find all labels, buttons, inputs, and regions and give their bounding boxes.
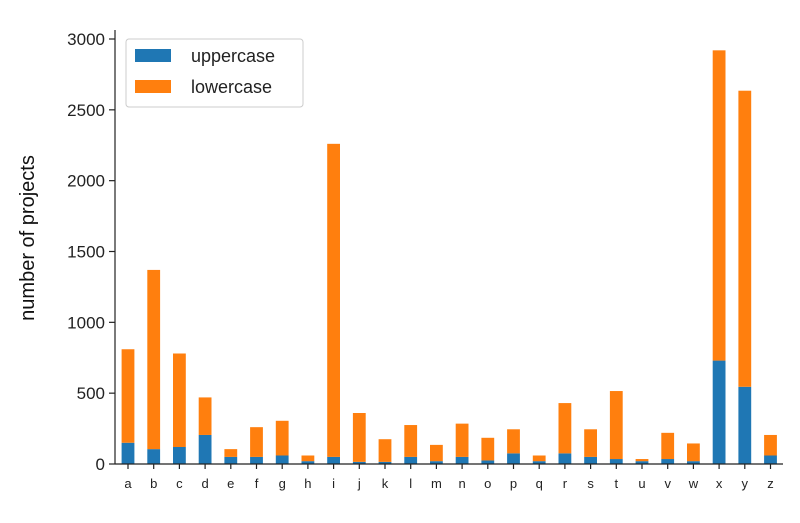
bar-lowercase-o <box>481 437 495 461</box>
x-tick-label-m: m <box>431 476 442 491</box>
legend: uppercase lowercase <box>125 38 304 108</box>
bar-lowercase-g <box>275 420 289 456</box>
bar-lowercase-v <box>661 432 675 460</box>
bar-lowercase-s <box>584 429 597 457</box>
bar-lowercase-t <box>609 391 623 460</box>
bar-lowercase-b <box>147 269 161 450</box>
bar-uppercase-x <box>712 360 726 464</box>
x-tick-label-w: w <box>688 476 699 491</box>
bar-uppercase-b <box>147 449 161 465</box>
bar-lowercase-u <box>635 459 649 462</box>
x-tick-label-e: e <box>227 476 234 491</box>
bar-lowercase-c <box>173 353 186 447</box>
x-tick-label-j: j <box>357 476 361 491</box>
x-tick-label-t: t <box>614 476 618 491</box>
legend-swatch-lowercase <box>135 80 171 93</box>
bar-uppercase-o <box>481 460 495 464</box>
bar-lowercase-i <box>327 143 340 457</box>
bar-lowercase-r <box>558 403 572 454</box>
x-tick-label-n: n <box>458 476 465 491</box>
axes-layer: 0 500 1000 1500 2000 2500 3000 a b c d e f g h i j k l m n o p… <box>67 30 783 491</box>
bar-uppercase-i <box>327 456 340 464</box>
x-tick-label-o: o <box>484 476 491 491</box>
bar-uppercase-n <box>455 456 469 464</box>
x-tick-label-s: s <box>587 476 594 491</box>
bar-lowercase-d <box>198 397 212 435</box>
x-tick-label-g: g <box>279 476 286 491</box>
bar-uppercase-s <box>584 456 597 464</box>
bar-uppercase-z <box>764 455 777 464</box>
bar-uppercase-l <box>404 456 418 464</box>
x-tick-label-i: i <box>332 476 335 491</box>
y-tick-label-2500: 2500 <box>67 101 105 120</box>
y-tick-label-2000: 2000 <box>67 172 105 191</box>
x-tick-label-f: f <box>255 476 259 491</box>
bar-uppercase-g <box>275 455 289 464</box>
bar-uppercase-k <box>378 461 392 465</box>
bar-lowercase-a <box>121 349 135 443</box>
bar-uppercase-y <box>738 386 752 464</box>
bar-lowercase-q <box>532 455 546 462</box>
bar-uppercase-f <box>250 456 263 464</box>
bar-uppercase-c <box>173 447 186 464</box>
y-axis-label: number of projects <box>17 155 39 321</box>
bar-lowercase-m <box>430 444 443 462</box>
y-tick-label-0: 0 <box>96 455 105 474</box>
bar-lowercase-h <box>301 455 315 462</box>
x-tick-label-d: d <box>201 476 208 491</box>
bar-uppercase-q <box>532 461 546 464</box>
x-tick-label-r: r <box>563 476 568 491</box>
bar-uppercase-h <box>301 461 315 464</box>
x-tick-label-p: p <box>510 476 517 491</box>
legend-label-uppercase: uppercase <box>191 46 275 66</box>
bar-lowercase-e <box>224 449 238 457</box>
x-tick-label-k: k <box>382 476 389 491</box>
x-tick-label-u: u <box>638 476 645 491</box>
bar-uppercase-r <box>558 453 572 465</box>
bar-uppercase-e <box>224 456 238 464</box>
bar-uppercase-j <box>352 461 366 465</box>
bar-lowercase-l <box>404 425 418 457</box>
y-tick-label-500: 500 <box>77 384 105 403</box>
bar-lowercase-p <box>507 429 520 454</box>
bar-uppercase-d <box>198 434 212 464</box>
bar-uppercase-t <box>609 459 623 464</box>
x-tick-label-a: a <box>124 476 132 491</box>
bar-uppercase-p <box>507 453 520 465</box>
bar-lowercase-j <box>352 413 366 462</box>
x-tick-label-y: y <box>742 476 749 491</box>
bar-uppercase-v <box>661 459 675 464</box>
bar-uppercase-w <box>687 461 700 464</box>
x-tick-label-v: v <box>664 476 671 491</box>
y-tick-label-3000: 3000 <box>67 30 105 49</box>
bar-lowercase-f <box>250 427 263 457</box>
x-tick-label-h: h <box>304 476 311 491</box>
y-tick-label-1500: 1500 <box>67 243 105 262</box>
bar-lowercase-n <box>455 423 469 457</box>
x-tick-label-l: l <box>409 476 412 491</box>
bar-lowercase-w <box>687 443 700 462</box>
bar-uppercase-u <box>635 461 649 464</box>
bar-lowercase-x <box>712 50 726 361</box>
bars-layer <box>121 50 777 465</box>
x-tick-label-z: z <box>767 476 774 491</box>
bar-lowercase-y <box>738 90 752 387</box>
bar-lowercase-k <box>378 439 392 462</box>
x-tick-label-b: b <box>150 476 157 491</box>
x-tick-label-q: q <box>536 476 543 491</box>
x-tick-label-c: c <box>176 476 183 491</box>
x-tick-label-x: x <box>716 476 723 491</box>
y-tick-label-1000: 1000 <box>67 313 105 332</box>
bar-lowercase-z <box>764 434 777 456</box>
legend-label-lowercase: lowercase <box>191 77 272 97</box>
bar-uppercase-m <box>430 461 443 464</box>
bar-uppercase-a <box>121 442 135 464</box>
legend-swatch-uppercase <box>135 49 171 62</box>
